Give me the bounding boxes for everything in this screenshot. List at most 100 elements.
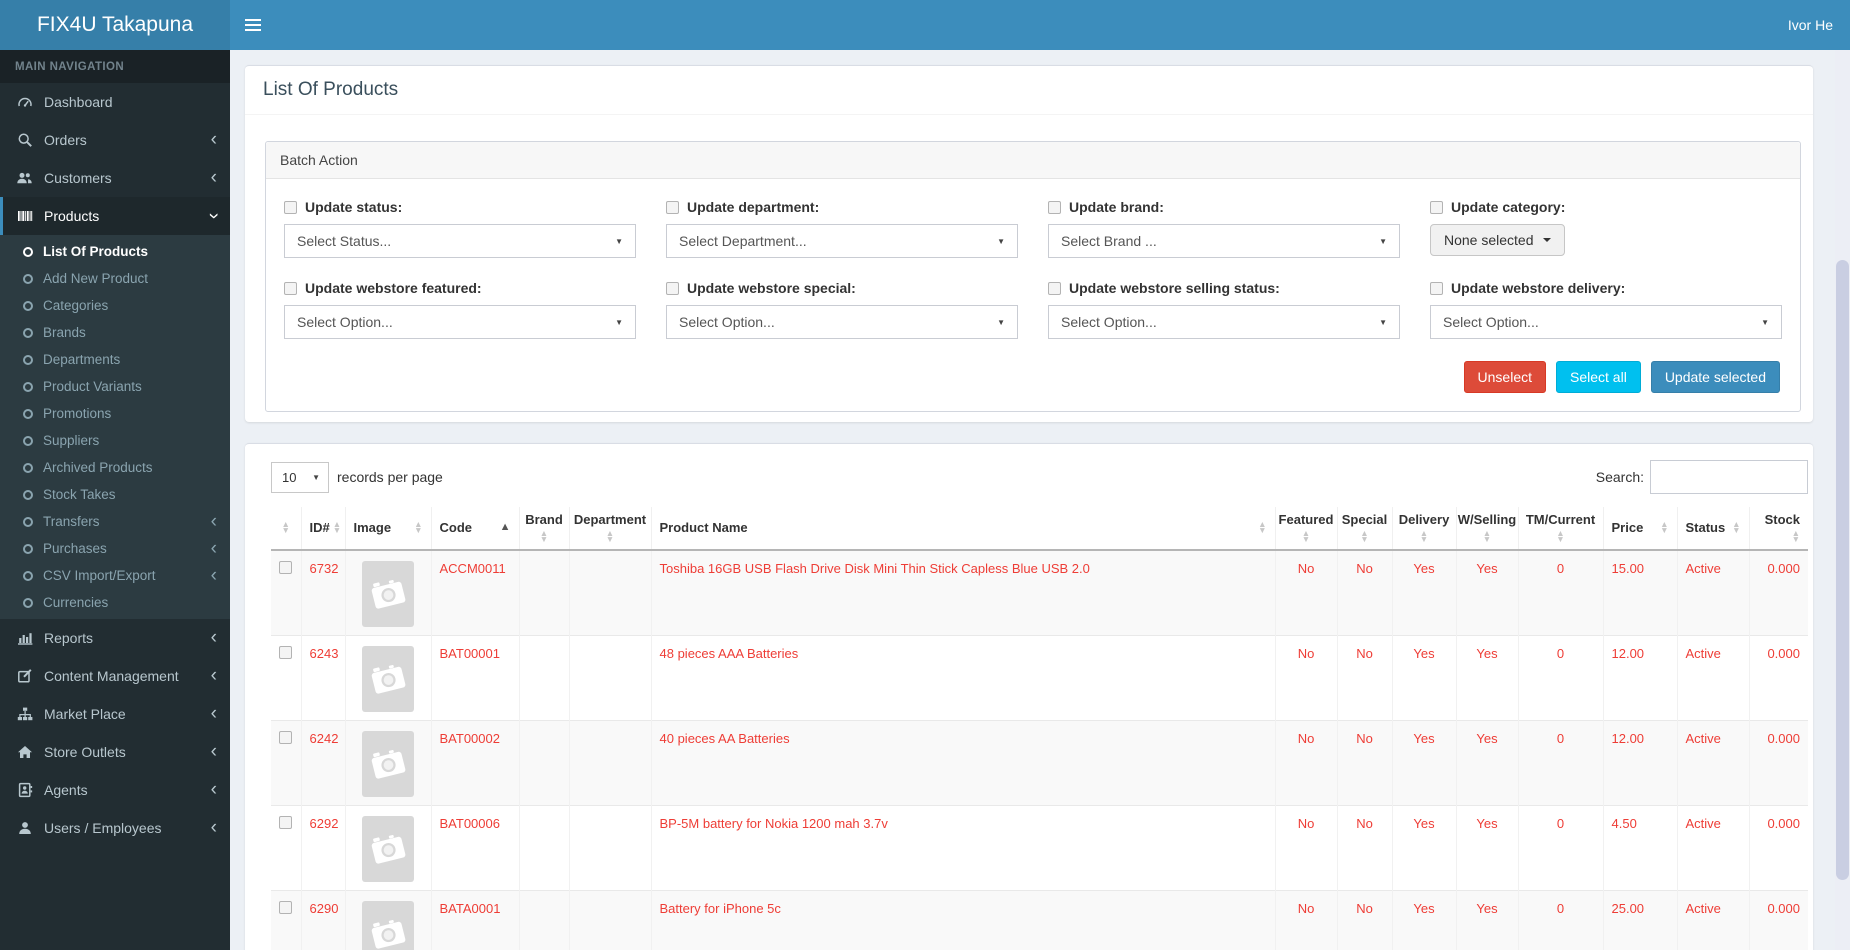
product-name-link[interactable]: BP-5M battery for Nokia 1200 mah 3.7v: [659, 816, 888, 831]
page-length-select[interactable]: 10 ▼: [271, 461, 329, 493]
column-header-name[interactable]: Product Name ▲ ▼: [650, 507, 1275, 551]
batch-checkbox-update-department[interactable]: [666, 200, 679, 214]
sidebar-item-stock-takes[interactable]: Stock Takes: [0, 481, 230, 508]
batch-checkbox-update-webstore-selling-status[interactable]: [1048, 281, 1061, 295]
sidebar-item-transfers[interactable]: Transfers ‹: [0, 508, 230, 535]
batch-select-update-webstore-special[interactable]: Select Option... ▼: [666, 305, 1018, 339]
column-header-stock[interactable]: Stock ▲ ▼: [1748, 507, 1808, 551]
column-header-del[interactable]: Delivery ▲ ▼: [1391, 507, 1456, 551]
row-checkbox[interactable]: [279, 901, 293, 914]
product-id-link[interactable]: 6290: [309, 901, 339, 916]
scrollbar-thumb[interactable]: [1836, 260, 1849, 880]
search-input[interactable]: [1650, 460, 1808, 494]
camera-icon: [371, 833, 406, 866]
product-code-link[interactable]: BAT00001: [439, 646, 500, 661]
sidebar-item-market-place[interactable]: Market Place ‹: [0, 695, 230, 733]
column-header-feat[interactable]: Featured ▲ ▼: [1274, 507, 1337, 551]
sidebar-item-orders[interactable]: Orders ‹: [0, 121, 230, 159]
sidebar-item-categories[interactable]: Categories: [0, 292, 230, 319]
cell-name: 48 pieces AAA Batteries: [650, 635, 1275, 721]
update-selected-button[interactable]: Update selected: [1650, 361, 1780, 393]
batch-checkbox-update-webstore-featured[interactable]: [284, 281, 297, 295]
user-menu[interactable]: Ivor He: [1787, 17, 1833, 33]
cell-del: Yes: [1391, 549, 1456, 636]
cell-value: Yes: [1413, 561, 1435, 576]
batch-checkbox-update-webstore-delivery[interactable]: [1430, 281, 1443, 295]
sidebar-item-purchases[interactable]: Purchases ‹: [0, 535, 230, 562]
column-header-wsell[interactable]: W/Selling ▲ ▼: [1455, 507, 1518, 551]
sidebar-item-archived-products[interactable]: Archived Products: [0, 454, 230, 481]
row-checkbox[interactable]: [279, 561, 293, 574]
product-code-link[interactable]: BAT00006: [439, 816, 500, 831]
column-header-code[interactable]: Code ▲: [430, 507, 519, 551]
product-code-link[interactable]: ACCM0011: [439, 561, 506, 576]
product-image-placeholder[interactable]: [362, 561, 414, 627]
batch-select-update-webstore-featured[interactable]: Select Option... ▼: [284, 305, 636, 339]
column-header-brand[interactable]: Brand ▲ ▼: [518, 507, 569, 551]
column-header-dept[interactable]: Department ▲ ▼: [568, 507, 651, 551]
sidebar-item-suppliers[interactable]: Suppliers: [0, 427, 230, 454]
column-header-price[interactable]: Price ▲ ▼: [1602, 507, 1677, 551]
batch-select-update-webstore-delivery[interactable]: Select Option... ▼: [1430, 305, 1782, 339]
sidebar-toggle-hamburger-icon[interactable]: [230, 0, 276, 50]
product-name-link[interactable]: Toshiba 16GB USB Flash Drive Disk Mini T…: [659, 561, 1090, 576]
cell-code: BAT00002: [430, 720, 519, 806]
sidebar-item-products[interactable]: Products ‹: [0, 197, 230, 235]
column-header-id[interactable]: ID# ▲ ▼: [300, 507, 345, 551]
sidebar-item-store-outlets[interactable]: Store Outlets ‹: [0, 733, 230, 771]
product-id-link[interactable]: 6243: [309, 646, 339, 661]
column-header-check[interactable]: ▲ ▼: [271, 507, 301, 551]
column-header-image[interactable]: Image ▲ ▼: [344, 507, 431, 551]
sidebar-item-currencies[interactable]: Currencies: [0, 589, 230, 616]
batch-action-fields: Update status: Select Status... ▼ Update de…: [266, 179, 1800, 345]
product-id-link[interactable]: 6242: [309, 731, 339, 746]
sidebar-item-add-new-product[interactable]: Add New Product: [0, 265, 230, 292]
batch-select-update-status[interactable]: Select Status... ▼: [284, 224, 636, 258]
product-code-link[interactable]: BAT00002: [439, 731, 500, 746]
batch-checkbox-update-category[interactable]: [1430, 200, 1443, 214]
column-header-status[interactable]: Status ▲ ▼: [1676, 507, 1749, 551]
sidebar-item-users-employees[interactable]: Users / Employees ‹: [0, 809, 230, 847]
batch-checkbox-update-brand[interactable]: [1048, 200, 1061, 214]
batch-select-update-department[interactable]: Select Department... ▼: [666, 224, 1018, 258]
product-id-link[interactable]: 6732: [309, 561, 339, 576]
product-id-link[interactable]: 6292: [309, 816, 339, 831]
sidebar-item-reports[interactable]: Reports ‹: [0, 619, 230, 657]
product-image-placeholder[interactable]: [362, 901, 414, 950]
batch-field-update-webstore-delivery: Update webstore delivery: Select Option..…: [1430, 280, 1782, 339]
sidebar-item-agents[interactable]: Agents ‹: [0, 771, 230, 809]
unselect-button[interactable]: Unselect: [1463, 361, 1546, 393]
sidebar-item-promotions[interactable]: Promotions: [0, 400, 230, 427]
brand-logo[interactable]: FIX4U Takapuna: [0, 0, 230, 50]
batch-checkbox-update-webstore-special[interactable]: [666, 281, 679, 295]
sidebar-item-label: Purchases: [43, 541, 107, 556]
batch-field-label: Update webstore delivery:: [1451, 280, 1626, 296]
cell-price: 12.00: [1602, 635, 1677, 721]
batch-select-update-brand[interactable]: Select Brand ... ▼: [1048, 224, 1400, 258]
product-name-link[interactable]: 40 pieces AA Batteries: [659, 731, 790, 746]
cell-code: BATA0001: [430, 890, 519, 950]
sidebar-item-customers[interactable]: Customers ‹: [0, 159, 230, 197]
product-image-placeholder[interactable]: [362, 816, 414, 882]
batch-checkbox-update-status[interactable]: [284, 200, 297, 214]
sidebar-item-brands[interactable]: Brands: [0, 319, 230, 346]
product-image-placeholder[interactable]: [362, 646, 414, 712]
sidebar-item-dashboard[interactable]: Dashboard: [0, 83, 230, 121]
product-name-link[interactable]: 48 pieces AAA Batteries: [659, 646, 799, 661]
row-checkbox[interactable]: [279, 646, 293, 659]
sidebar-item-departments[interactable]: Departments: [0, 346, 230, 373]
select-all-button[interactable]: Select all: [1556, 361, 1641, 393]
sidebar-item-content-management[interactable]: Content Management ‹: [0, 657, 230, 695]
batch-multiselect-update-category[interactable]: None selected: [1430, 224, 1565, 256]
product-name-link[interactable]: Battery for iPhone 5c: [659, 901, 781, 916]
sidebar-item-list-of-products[interactable]: List Of Products: [0, 238, 230, 265]
row-checkbox[interactable]: [279, 731, 293, 744]
product-image-placeholder[interactable]: [362, 731, 414, 797]
sidebar-item-product-variants[interactable]: Product Variants: [0, 373, 230, 400]
column-header-tm[interactable]: TM/Current ▲ ▼: [1517, 507, 1603, 551]
row-checkbox[interactable]: [279, 816, 293, 829]
column-header-spec[interactable]: Special ▲ ▼: [1336, 507, 1392, 551]
batch-select-update-webstore-selling-status[interactable]: Select Option... ▼: [1048, 305, 1400, 339]
product-code-link[interactable]: BATA0001: [439, 901, 501, 916]
sidebar-item-csv-import-export[interactable]: CSV Import/Export ‹: [0, 562, 230, 589]
